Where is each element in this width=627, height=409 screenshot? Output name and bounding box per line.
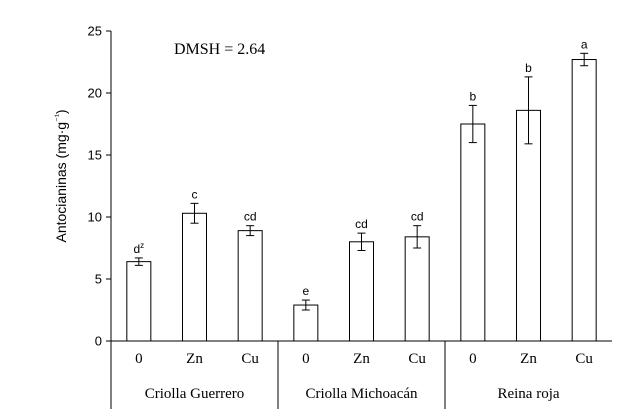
y-tick-label: 20 bbox=[88, 86, 102, 101]
significance-letter: cd bbox=[244, 210, 257, 224]
significance-letter: dz bbox=[133, 241, 144, 256]
bar bbox=[349, 241, 374, 342]
category-label: 0 bbox=[302, 351, 310, 367]
category-label: 0 bbox=[135, 351, 143, 367]
significance-letter: b bbox=[525, 61, 532, 75]
category-label: Zn bbox=[353, 351, 370, 367]
y-axis-label: Antocianinas (mg·g⁻¹) bbox=[53, 109, 69, 242]
category-label: Zn bbox=[186, 351, 203, 367]
significance-letter: cd bbox=[411, 210, 424, 224]
group-label: Criolla Michoacán bbox=[305, 386, 418, 402]
significance-letter: a bbox=[581, 37, 588, 51]
bar bbox=[404, 236, 430, 342]
significance-letter: e bbox=[302, 284, 309, 298]
bar bbox=[182, 212, 207, 342]
y-tick-label: 15 bbox=[88, 148, 102, 163]
bars bbox=[126, 52, 597, 342]
y-tick-label: 10 bbox=[88, 210, 102, 225]
bar bbox=[126, 261, 152, 342]
category-label: Zn bbox=[520, 351, 537, 367]
bar bbox=[237, 230, 263, 342]
y-tick-label: 25 bbox=[88, 24, 102, 39]
bar bbox=[516, 109, 541, 342]
category-label: 0 bbox=[469, 351, 477, 367]
category-label: Cu bbox=[241, 351, 259, 367]
category-label: Cu bbox=[408, 351, 426, 367]
bar bbox=[571, 59, 597, 342]
category-label: Cu bbox=[575, 351, 593, 367]
y-tick-label: 0 bbox=[95, 334, 102, 349]
labels: dz 0 c Zn cd Cu Criolla Guerrero e 0 cd Zn cd Cu Crio… bbox=[133, 37, 593, 402]
significance-letter: cd bbox=[355, 217, 368, 231]
bar bbox=[293, 304, 319, 342]
group-label: Reina roja bbox=[497, 386, 559, 402]
group-label: Criolla Guerrero bbox=[145, 386, 245, 402]
significance-letter: c bbox=[192, 187, 198, 201]
dmsh-annotation: DMSH = 2.64 bbox=[174, 41, 265, 58]
bar bbox=[460, 123, 486, 342]
y-tick-label: 5 bbox=[95, 272, 102, 287]
significance-letter: b bbox=[469, 89, 476, 103]
